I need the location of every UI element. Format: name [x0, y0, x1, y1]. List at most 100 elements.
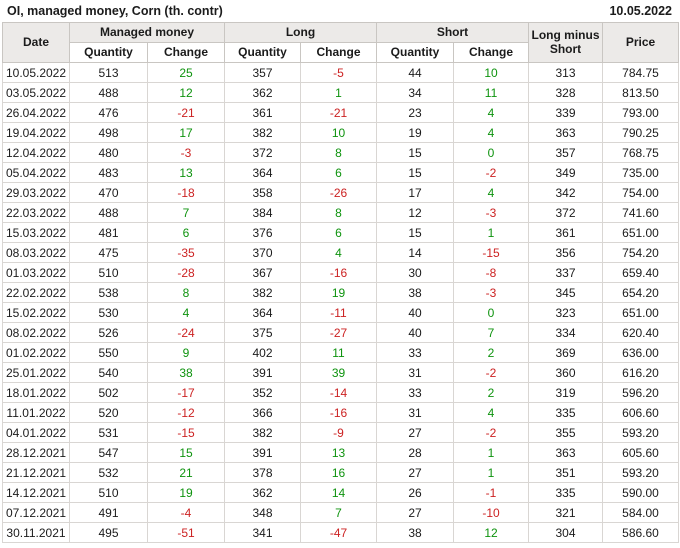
table-row: 29.03.2022 470 -18 358 -26 17 4 342 754.00: [2, 182, 680, 203]
mm-change-cell: 21: [147, 462, 225, 483]
price-cell: 741.60: [602, 202, 680, 223]
short-change-cell: 4: [453, 122, 530, 143]
price-cell: 754.00: [602, 182, 680, 203]
long-change-cell: 11: [299, 342, 378, 363]
mm-change-cell: 7: [147, 202, 225, 223]
short-quantity-cell: 23: [376, 102, 455, 123]
table-row: 21.12.2021 532 21 378 16 27 1 351 593.20: [2, 462, 680, 483]
date-cell: 10.05.2022: [2, 62, 70, 83]
short-quantity-cell: 12: [376, 202, 455, 223]
table-row: 01.03.2022 510 -28 367 -16 30 -8 337 659.40: [2, 262, 680, 283]
mm-quantity-cell: 520: [69, 402, 148, 423]
long-minus-short-cell: 328: [528, 82, 604, 103]
col-header-long-minus-short: Long minus Short: [528, 22, 604, 63]
long-minus-short-cell: 339: [528, 102, 604, 123]
mm-quantity-cell: 480: [69, 142, 148, 163]
short-quantity-cell: 15: [376, 222, 455, 243]
table-row: 18.01.2022 502 -17 352 -14 33 2 319 596.20: [2, 382, 680, 403]
long-minus-short-cell: 351: [528, 462, 604, 483]
table-row: 19.04.2022 498 17 382 10 19 4 363 790.25: [2, 122, 680, 143]
mm-change-cell: -18: [147, 182, 225, 203]
date-cell: 15.03.2022: [2, 222, 70, 243]
col-subheader-short-change: Change: [453, 42, 530, 63]
price-cell: 659.40: [602, 262, 680, 283]
cot-data-table: Date Managed money Long Short Long minus…: [2, 22, 680, 543]
col-subheader-mm-change: Change: [147, 42, 225, 63]
long-change-cell: 13: [299, 442, 378, 463]
short-quantity-cell: 38: [376, 282, 455, 303]
price-cell: 606.60: [602, 402, 680, 423]
price-cell: 651.00: [602, 222, 680, 243]
mm-quantity-cell: 530: [69, 302, 148, 323]
date-cell: 29.03.2022: [2, 182, 70, 203]
short-change-cell: 0: [453, 142, 530, 163]
short-change-cell: 10: [453, 62, 530, 83]
table-row: 22.03.2022 488 7 384 8 12 -3 372 741.60: [2, 202, 680, 223]
mm-change-cell: -51: [147, 522, 225, 543]
table-header: Date Managed money Long Short Long minus…: [2, 22, 680, 63]
long-change-cell: 14: [299, 482, 378, 503]
long-quantity-cell: 376: [224, 222, 301, 243]
long-quantity-cell: 382: [224, 122, 301, 143]
long-minus-short-cell: 357: [528, 142, 604, 163]
price-cell: 586.60: [602, 522, 680, 543]
long-minus-short-cell: 304: [528, 522, 604, 543]
date-cell: 08.02.2022: [2, 322, 70, 343]
short-change-cell: 1: [453, 462, 530, 483]
mm-change-cell: -17: [147, 382, 225, 403]
mm-change-cell: 38: [147, 362, 225, 383]
price-cell: 590.00: [602, 482, 680, 503]
date-cell: 08.03.2022: [2, 242, 70, 263]
short-quantity-cell: 44: [376, 62, 455, 83]
long-minus-short-cell: 355: [528, 422, 604, 443]
long-quantity-cell: 402: [224, 342, 301, 363]
mm-change-cell: 19: [147, 482, 225, 503]
short-change-cell: 0: [453, 302, 530, 323]
col-subheader-long-quantity: Quantity: [224, 42, 301, 63]
long-minus-short-cell: 342: [528, 182, 604, 203]
short-change-cell: -2: [453, 422, 530, 443]
short-change-cell: 1: [453, 222, 530, 243]
short-change-cell: -2: [453, 162, 530, 183]
long-quantity-cell: 382: [224, 422, 301, 443]
short-quantity-cell: 15: [376, 162, 455, 183]
long-change-cell: -21: [299, 102, 378, 123]
short-change-cell: 2: [453, 342, 530, 363]
mm-change-cell: -24: [147, 322, 225, 343]
price-cell: 593.20: [602, 462, 680, 483]
table-row: 28.12.2021 547 15 391 13 28 1 363 605.60: [2, 442, 680, 463]
date-cell: 05.04.2022: [2, 162, 70, 183]
mm-quantity-cell: 470: [69, 182, 148, 203]
date-cell: 26.04.2022: [2, 102, 70, 123]
long-quantity-cell: 364: [224, 302, 301, 323]
sub-header-row: Quantity Change Quantity Change Quantity…: [3, 42, 679, 63]
long-quantity-cell: 367: [224, 262, 301, 283]
short-quantity-cell: 34: [376, 82, 455, 103]
date-cell: 19.04.2022: [2, 122, 70, 143]
date-cell: 22.03.2022: [2, 202, 70, 223]
short-change-cell: 11: [453, 82, 530, 103]
long-minus-short-cell: 361: [528, 222, 604, 243]
col-group-short: Short: [376, 22, 530, 43]
mm-quantity-cell: 475: [69, 242, 148, 263]
long-change-cell: -11: [299, 302, 378, 323]
mm-change-cell: -28: [147, 262, 225, 283]
date-cell: 18.01.2022: [2, 382, 70, 403]
price-cell: 584.00: [602, 502, 680, 523]
short-quantity-cell: 40: [376, 302, 455, 323]
short-change-cell: 2: [453, 382, 530, 403]
mm-quantity-cell: 547: [69, 442, 148, 463]
date-cell: 28.12.2021: [2, 442, 70, 463]
long-change-cell: -27: [299, 322, 378, 343]
short-quantity-cell: 30: [376, 262, 455, 283]
short-change-cell: -2: [453, 362, 530, 383]
date-cell: 15.02.2022: [2, 302, 70, 323]
long-change-cell: -16: [299, 262, 378, 283]
mm-quantity-cell: 540: [69, 362, 148, 383]
long-quantity-cell: 364: [224, 162, 301, 183]
long-change-cell: -16: [299, 402, 378, 423]
long-quantity-cell: 357: [224, 62, 301, 83]
price-cell: 754.20: [602, 242, 680, 263]
long-change-cell: 16: [299, 462, 378, 483]
col-group-managed-money: Managed money: [69, 22, 225, 43]
